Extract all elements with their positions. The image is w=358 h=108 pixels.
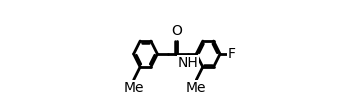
Text: F: F bbox=[227, 47, 235, 61]
Text: O: O bbox=[171, 24, 182, 38]
Text: NH: NH bbox=[177, 56, 198, 70]
Text: Me: Me bbox=[186, 81, 207, 95]
Text: Me: Me bbox=[124, 81, 144, 95]
